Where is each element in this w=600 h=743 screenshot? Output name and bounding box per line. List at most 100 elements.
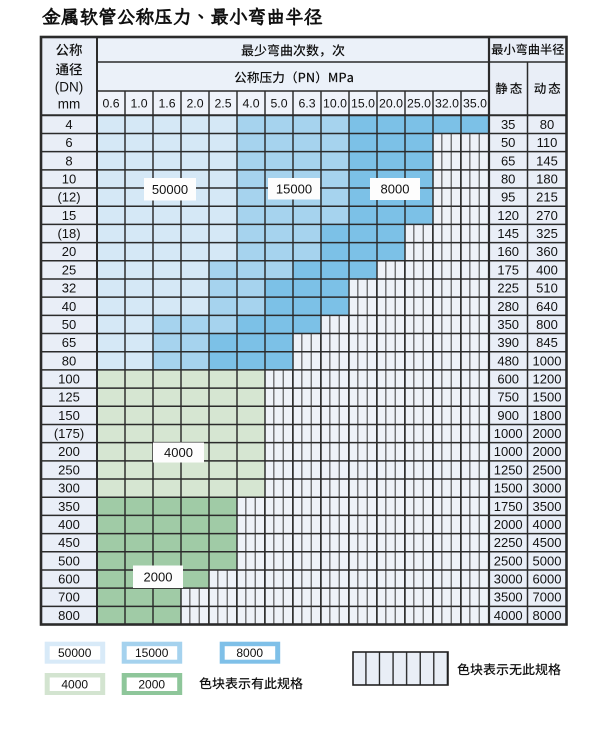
svg-text:95: 95 [501, 190, 515, 205]
svg-text:35.0: 35.0 [463, 97, 487, 111]
svg-text:1000: 1000 [494, 426, 523, 441]
svg-text:150: 150 [58, 408, 80, 423]
svg-text:32.0: 32.0 [435, 97, 459, 111]
svg-text:2000: 2000 [138, 678, 165, 692]
svg-text:160: 160 [497, 244, 519, 259]
svg-text:4.0: 4.0 [242, 97, 259, 111]
svg-text:mm: mm [58, 97, 81, 112]
svg-text:360: 360 [536, 244, 558, 259]
svg-text:2000: 2000 [494, 517, 523, 532]
svg-text:40: 40 [62, 299, 76, 314]
svg-text:50: 50 [501, 135, 515, 150]
svg-text:6.3: 6.3 [298, 97, 315, 111]
svg-text:5.0: 5.0 [270, 97, 287, 111]
svg-text:145: 145 [536, 153, 558, 168]
svg-text:10.0: 10.0 [323, 97, 347, 111]
svg-text:450: 450 [58, 535, 80, 550]
svg-text:50: 50 [62, 317, 76, 332]
svg-text:1.0: 1.0 [130, 97, 147, 111]
svg-text:280: 280 [497, 299, 519, 314]
svg-text:(175): (175) [54, 426, 84, 441]
svg-text:750: 750 [497, 390, 519, 405]
svg-text:20.0: 20.0 [379, 97, 403, 111]
svg-text:200: 200 [58, 444, 80, 459]
svg-text:65: 65 [62, 335, 76, 350]
svg-text:500: 500 [58, 553, 80, 568]
svg-text:1500: 1500 [494, 481, 523, 496]
svg-text:20: 20 [62, 244, 76, 259]
svg-text:4000: 4000 [164, 445, 193, 460]
svg-text:8: 8 [65, 153, 72, 168]
svg-text:2.0: 2.0 [186, 97, 203, 111]
svg-text:15000: 15000 [135, 646, 169, 660]
svg-text:3000: 3000 [533, 481, 562, 496]
svg-text:2.5: 2.5 [214, 97, 231, 111]
svg-text:270: 270 [536, 208, 558, 223]
svg-text:180: 180 [536, 172, 558, 187]
svg-text:50000: 50000 [58, 646, 92, 660]
svg-text:6000: 6000 [533, 572, 562, 587]
svg-text:5000: 5000 [533, 553, 562, 568]
svg-text:1.6: 1.6 [158, 97, 175, 111]
svg-text:2000: 2000 [533, 426, 562, 441]
svg-text:8000: 8000 [533, 608, 562, 623]
svg-text:(DN): (DN) [55, 80, 84, 95]
svg-text:25.0: 25.0 [407, 97, 431, 111]
svg-text:700: 700 [58, 590, 80, 605]
svg-text:4: 4 [65, 117, 72, 132]
svg-text:600: 600 [497, 372, 519, 387]
svg-text:35: 35 [501, 117, 515, 132]
svg-text:480: 480 [497, 353, 519, 368]
svg-text:80: 80 [540, 117, 554, 132]
svg-text:175: 175 [497, 262, 519, 277]
svg-text:1000: 1000 [533, 353, 562, 368]
svg-text:15: 15 [62, 208, 76, 223]
svg-text:350: 350 [497, 317, 519, 332]
svg-text:390: 390 [497, 335, 519, 350]
svg-text:8000: 8000 [381, 182, 410, 197]
svg-text:80: 80 [62, 353, 76, 368]
svg-text:(18): (18) [57, 226, 80, 241]
svg-text:3500: 3500 [533, 499, 562, 514]
svg-text:15000: 15000 [276, 181, 312, 196]
svg-text:110: 110 [537, 135, 558, 150]
svg-text:225: 225 [497, 281, 519, 296]
svg-text:2000: 2000 [533, 444, 562, 459]
svg-text:4000: 4000 [61, 678, 88, 692]
svg-text:1200: 1200 [533, 372, 562, 387]
svg-text:120: 120 [497, 208, 519, 223]
svg-text:1250: 1250 [494, 462, 523, 477]
svg-text:300: 300 [58, 481, 80, 496]
svg-text:900: 900 [497, 408, 519, 423]
svg-text:1800: 1800 [533, 408, 562, 423]
svg-text:2500: 2500 [533, 462, 562, 477]
svg-text:800: 800 [536, 317, 558, 332]
svg-text:4000: 4000 [533, 517, 562, 532]
svg-text:800: 800 [58, 608, 80, 623]
svg-text:80: 80 [501, 172, 515, 187]
svg-text:400: 400 [536, 262, 558, 277]
svg-text:845: 845 [536, 335, 558, 350]
svg-text:400: 400 [58, 517, 80, 532]
svg-text:100: 100 [58, 372, 80, 387]
svg-text:2500: 2500 [494, 553, 523, 568]
svg-text:350: 350 [58, 499, 80, 514]
svg-text:2000: 2000 [144, 569, 173, 584]
svg-text:600: 600 [58, 572, 80, 587]
svg-text:250: 250 [58, 462, 80, 477]
svg-text:4500: 4500 [533, 535, 562, 550]
svg-text:10: 10 [62, 172, 76, 187]
svg-text:6: 6 [65, 135, 72, 150]
svg-text:125: 125 [58, 390, 80, 405]
svg-text:8000: 8000 [236, 646, 263, 660]
svg-text:7000: 7000 [533, 590, 562, 605]
svg-text:3500: 3500 [494, 590, 523, 605]
svg-text:15.0: 15.0 [351, 97, 375, 111]
svg-text:65: 65 [501, 153, 515, 168]
svg-text:1750: 1750 [494, 499, 523, 514]
svg-text:215: 215 [536, 190, 558, 205]
svg-text:640: 640 [536, 299, 558, 314]
svg-text:2250: 2250 [494, 535, 523, 550]
svg-text:3000: 3000 [494, 572, 523, 587]
svg-text:(12): (12) [57, 190, 80, 205]
